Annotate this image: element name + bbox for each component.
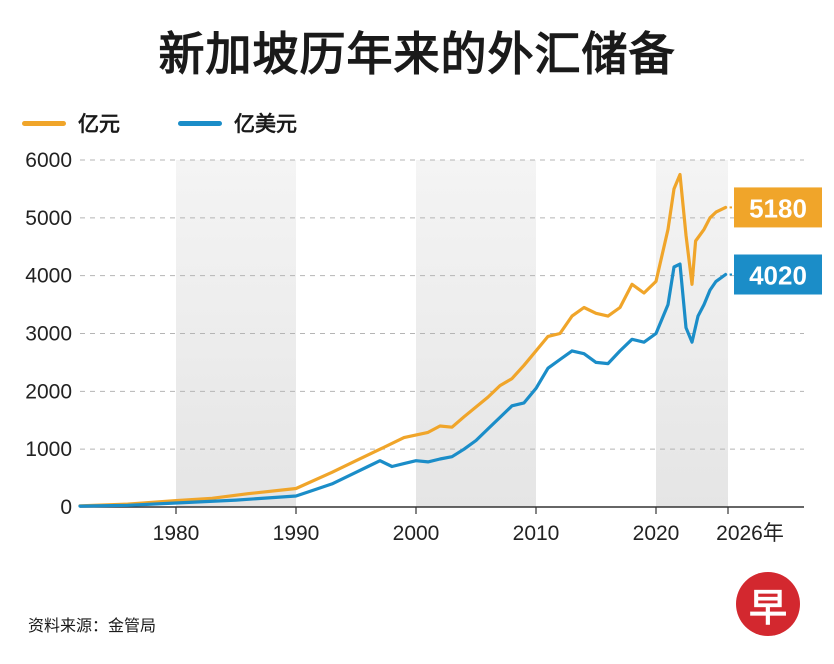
logo-badge: 早 [736, 572, 800, 636]
end-label-1: 4020 [749, 261, 807, 291]
shaded-decade-0 [176, 160, 296, 507]
end-label-box-0 [734, 187, 822, 228]
source-note: 资料来源：金管局 [28, 616, 157, 635]
legend-item-usd: 亿美元 [178, 108, 297, 138]
y-tick-label-2000: 2000 [25, 380, 72, 403]
y-tick-label-3000: 3000 [25, 323, 72, 346]
chart-title: 新加坡历年来的外汇储备 [158, 27, 676, 81]
end-label-box-1 [734, 254, 822, 295]
series-line-0 [78, 172, 728, 508]
x-tick-label-2000: 2000 [393, 522, 440, 545]
x-tick-label-2010: 2010 [513, 522, 560, 545]
x-tick-label-1980: 1980 [153, 522, 200, 545]
y-tick-label-5000: 5000 [25, 207, 72, 230]
y-tick-label-1000: 1000 [25, 438, 72, 461]
legend-swatch-sgd [22, 120, 66, 126]
y-tick-label-6000: 6000 [25, 149, 72, 172]
end-label-0: 5180 [749, 193, 807, 223]
shaded-decade-1 [416, 160, 536, 507]
y-tick-label-4000: 4000 [25, 265, 72, 288]
series-line-1 [78, 262, 728, 508]
legend-label-usd: 亿美元 [234, 112, 297, 136]
x-tick-label-1990: 1990 [273, 522, 320, 545]
y-tick-label-0: 0 [60, 496, 72, 519]
legend-item-sgd: 亿元 [22, 108, 120, 138]
legend-label-sgd: 亿元 [78, 112, 120, 136]
legend-swatch-usd [178, 120, 222, 126]
x-tick-label-2020: 2020 [633, 522, 680, 545]
x-tick-label-2026: 2026年 [716, 522, 784, 545]
legend: 亿元 亿美元 [22, 108, 355, 138]
